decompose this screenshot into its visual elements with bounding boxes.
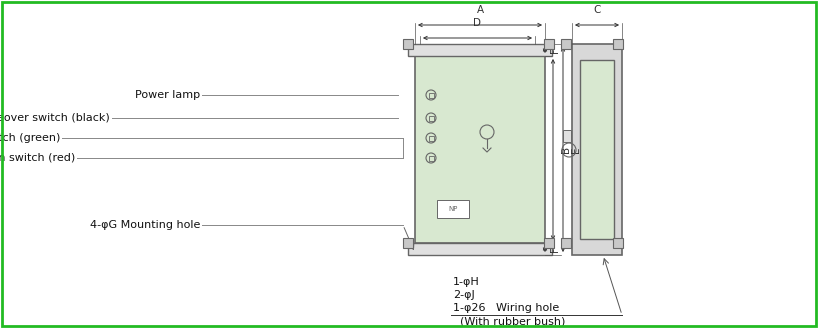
Bar bbox=[437, 200, 469, 218]
Bar bbox=[429, 115, 434, 120]
Bar bbox=[415, 55, 545, 243]
Text: Power lamp: Power lamp bbox=[135, 90, 200, 100]
Bar bbox=[613, 238, 623, 248]
Text: 4-φG Mounting hole: 4-φG Mounting hole bbox=[90, 220, 200, 230]
Text: On push button switch (green): On push button switch (green) bbox=[0, 133, 60, 143]
Bar bbox=[561, 39, 571, 49]
Text: 1-φH: 1-φH bbox=[453, 277, 479, 287]
Bar bbox=[403, 39, 413, 49]
Bar bbox=[544, 39, 554, 49]
Text: D: D bbox=[474, 18, 482, 28]
Text: E: E bbox=[571, 146, 581, 153]
Text: NP: NP bbox=[448, 206, 458, 212]
Bar bbox=[403, 238, 413, 248]
Text: B: B bbox=[561, 146, 571, 153]
Text: F: F bbox=[550, 47, 560, 53]
Text: 1-φ26   Wiring hole: 1-φ26 Wiring hole bbox=[453, 303, 560, 313]
Text: A: A bbox=[476, 5, 483, 15]
Bar bbox=[429, 135, 434, 140]
Bar bbox=[429, 155, 434, 160]
Text: 2-φJ: 2-φJ bbox=[453, 290, 474, 300]
Bar bbox=[544, 238, 554, 248]
Text: (With rubber bush): (With rubber bush) bbox=[460, 316, 565, 326]
Bar bbox=[408, 44, 552, 56]
Bar bbox=[563, 130, 571, 142]
Bar bbox=[613, 39, 623, 49]
Bar bbox=[572, 44, 622, 255]
Text: C: C bbox=[593, 5, 600, 15]
Text: Changeover switch (black): Changeover switch (black) bbox=[0, 113, 110, 123]
Bar bbox=[580, 60, 614, 239]
Text: F: F bbox=[550, 246, 560, 252]
Bar bbox=[561, 238, 571, 248]
Bar bbox=[429, 92, 434, 97]
Bar bbox=[408, 243, 552, 255]
Text: Off push button switch (red): Off push button switch (red) bbox=[0, 153, 75, 163]
